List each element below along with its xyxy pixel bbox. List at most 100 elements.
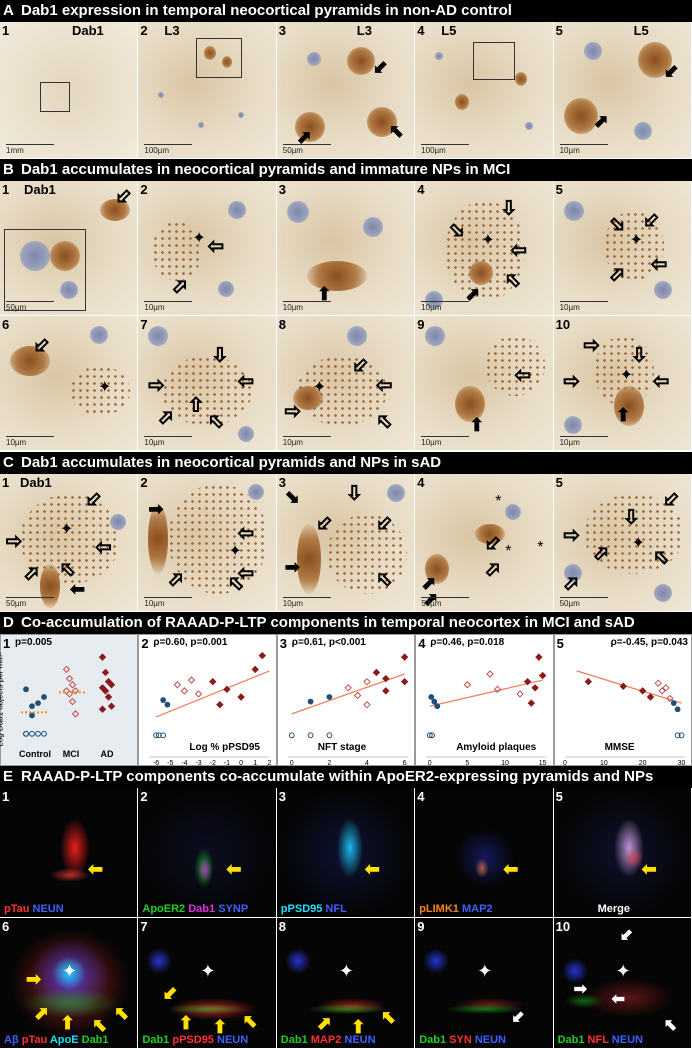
star-marker-icon: ✦ [619, 367, 633, 384]
x-tick-label: 0 [428, 760, 432, 767]
data-point [493, 685, 502, 694]
stained-neuron [296, 524, 321, 594]
open-arrow-icon: ➡ [148, 375, 164, 395]
data-point [381, 687, 390, 695]
micrograph-panel: ⬆ 3 10µm [276, 181, 416, 316]
nucleus [583, 42, 602, 60]
nucleus [425, 326, 446, 346]
x-tick-label: -4 [182, 760, 188, 767]
white-star-icon: ✦ [62, 961, 78, 981]
chart-svg: 0 2 4 6 [287, 653, 409, 767]
channel-name: pLIMK1 [419, 903, 459, 915]
panel-number: 4 [417, 182, 425, 197]
data-point [654, 679, 662, 687]
open-arrow-icon: ⬅ [238, 523, 254, 543]
open-arrow-icon: ⬉ [376, 411, 392, 431]
chart-panel: 3 ρ=0.61, p<0.001 0 2 4 6 NFT stage [276, 634, 416, 767]
scale-bar: 100µm [144, 144, 192, 155]
panel-number: 8 [278, 919, 287, 934]
data-point [516, 690, 524, 698]
stained-neuron [306, 261, 367, 291]
x-tick-label: 2 [327, 760, 331, 767]
open-arrow-icon: ⬇ [346, 483, 362, 503]
stained-neuron [469, 261, 494, 285]
data-point [259, 651, 267, 660]
filled-arrow-icon: ⬆ [316, 284, 332, 304]
fluorescence-panel: ⬋ ✦ 9 Dab1 SYN NEUN [415, 918, 554, 1049]
x-tick-label: 4 [365, 760, 369, 767]
data-point [62, 665, 71, 674]
data-point [156, 732, 163, 739]
panel-number: 7 [140, 317, 148, 332]
nucleus [435, 52, 444, 60]
data-point [195, 690, 203, 698]
channel-name: Dab1 [185, 903, 216, 915]
section-letter: C [3, 454, 14, 471]
data-point [29, 712, 35, 719]
open-arrow-icon: ⬊ [609, 214, 625, 234]
stats-label: ρ=-0.45, p=0.043 [610, 637, 688, 648]
data-point [209, 677, 217, 686]
data-point [68, 681, 77, 689]
star-marker-icon: ✦ [631, 535, 645, 552]
data-point [23, 730, 29, 737]
micrograph-panel: ➡ ⬅ ⬅ ⬈ ⬉ ✦ 2 10µm [138, 474, 277, 612]
yellow-arrow-icon: ⬉ [380, 1007, 396, 1027]
channel-name: NEUN [29, 903, 64, 915]
panel-number: 2 [140, 475, 148, 490]
panel-label: Dab1 [20, 475, 52, 490]
data-point [98, 653, 107, 661]
filled-arrow-icon: ➡ [284, 557, 300, 577]
panel-number: 2 [140, 182, 148, 197]
scale-bar: 10µm [560, 144, 608, 155]
data-point [372, 668, 380, 677]
nucleus [653, 584, 672, 602]
panel-number: 5 [555, 475, 563, 490]
data-point [434, 703, 441, 710]
scale-bar: 1mm [6, 144, 54, 155]
yellow-arrow-icon: ⬉ [242, 1011, 258, 1031]
x-tick-label: -6 [153, 760, 159, 767]
white-arrow-icon: ➡ [573, 981, 587, 998]
x-tick-label: 10 [600, 760, 608, 767]
open-arrow-icon: ⬋ [316, 513, 332, 533]
nucleus [238, 112, 245, 118]
data-point [531, 684, 540, 692]
panel-label: L5 [633, 23, 649, 38]
yellow-arrow-icon: ⬅ [364, 859, 380, 879]
data-point [107, 702, 116, 710]
panel-number: 2 [141, 636, 149, 651]
data-point [160, 697, 167, 703]
data-point [307, 698, 314, 705]
yellow-arrow-icon: ➡ [26, 969, 42, 989]
filled-arrow-icon: ⬋ [663, 61, 679, 81]
star-marker-icon: ✦ [312, 379, 327, 396]
fluorescent-signal [50, 868, 90, 882]
data-point [35, 700, 41, 707]
section-a-header: A Dab1 expression in temporal neocortical… [0, 0, 692, 22]
fluorescent-signal [423, 948, 450, 974]
open-arrow-icon: ⬋ [643, 210, 659, 230]
stained-neuron [455, 94, 470, 110]
data-point [101, 687, 110, 695]
yellow-arrow-icon: ⬉ [114, 1003, 130, 1023]
channel-legend: Dab1 MAP2 NEUN [281, 1034, 376, 1046]
nucleus [653, 281, 672, 299]
nucleus [563, 564, 582, 582]
data-point [381, 674, 390, 683]
x-tick-label: 6 [402, 760, 406, 767]
white-star-icon: ✦ [200, 961, 216, 981]
micrograph-panel: ⬋ ⬅ ➡ ⬉ ✦ 8 10µm [276, 316, 416, 451]
chart-panel: 2 ρ=0.60, p=0.001 -6 -5 -4 -3 -2 -1 0 1 2 Log % pPS… [138, 634, 277, 767]
star-marker-icon: ✦ [98, 379, 112, 396]
channel-legend: Merge [598, 903, 630, 915]
channel-legend: Dab1 NFL NEUN [558, 1034, 643, 1046]
micrograph-panel: ⬇ ⬅ ➡ ⬈ ⬉ ⬆ 7 10µm [138, 316, 277, 451]
open-arrow-icon: ⬋ [352, 355, 368, 375]
scale-bar: 10µm [421, 301, 469, 312]
panel-number: 1 [2, 23, 10, 38]
micrograph-panel: ⬊ ➡ ⬇ ⬋ ⬋ ⬉ 3 10µm [276, 474, 416, 612]
data-point [188, 676, 196, 684]
channel-legend: ApoER2 Dab1 SYNP [142, 903, 248, 915]
fluorescent-signal [276, 788, 415, 917]
